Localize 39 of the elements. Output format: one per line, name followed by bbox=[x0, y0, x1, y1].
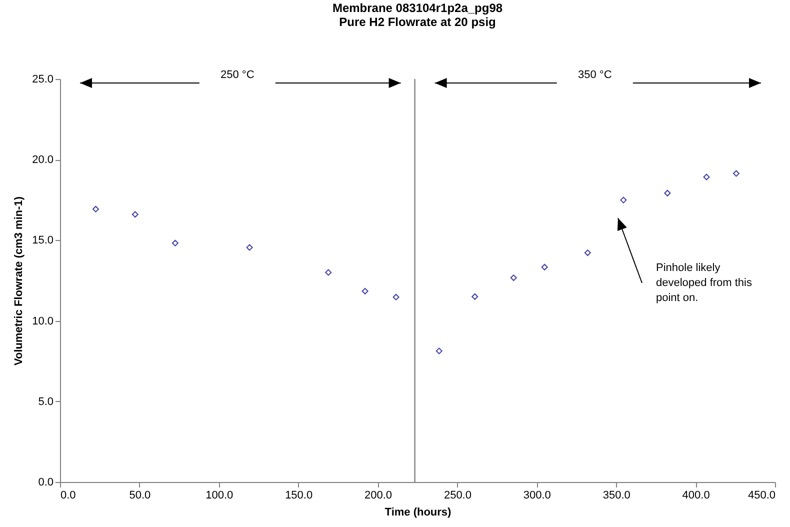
point bbox=[172, 240, 178, 246]
y-tick-label: 10.0 bbox=[32, 315, 54, 328]
x-tick-label: 450.0 bbox=[748, 490, 776, 502]
point bbox=[392, 294, 400, 300]
x-tick-label: 300.0 bbox=[523, 490, 551, 502]
point bbox=[620, 196, 627, 204]
point bbox=[703, 174, 710, 180]
y-tick-label: 0.0 bbox=[38, 476, 54, 488]
y-tick-label: 25.0 bbox=[32, 74, 54, 86]
point bbox=[664, 190, 671, 196]
x-tick-label: 0.0 bbox=[60, 490, 76, 502]
x-tick-label: 350.0 bbox=[602, 490, 630, 502]
x-axis-title: Time (hours) bbox=[384, 506, 452, 518]
point bbox=[472, 293, 478, 300]
annotation: 350 °C bbox=[578, 69, 612, 81]
point bbox=[325, 269, 332, 276]
x-tick-label: 400.0 bbox=[682, 490, 710, 502]
y-tick-label: 20.0 bbox=[32, 154, 54, 166]
chart-title: Membrane 083104r1p2a_pg98 bbox=[332, 1, 503, 15]
x-tick-label: 100.0 bbox=[206, 490, 234, 502]
chart-subtitle: Pure H2 Flowrate at 20 psig bbox=[339, 15, 496, 29]
point bbox=[732, 170, 740, 177]
x-tick-label: 200.0 bbox=[364, 490, 392, 502]
x-tick-label: 250.0 bbox=[444, 490, 472, 502]
x-tick-label: 50.0 bbox=[129, 490, 151, 502]
point bbox=[246, 244, 253, 251]
point bbox=[584, 250, 591, 256]
point bbox=[92, 206, 99, 212]
point bbox=[132, 211, 138, 218]
point bbox=[436, 348, 442, 354]
annotation: 250 °C bbox=[220, 69, 254, 81]
point bbox=[510, 274, 517, 281]
point bbox=[362, 288, 368, 294]
point bbox=[541, 264, 548, 270]
x-tick-label: 150.0 bbox=[285, 490, 313, 502]
annotation: Pinhole likely developed from this point on. bbox=[656, 262, 752, 304]
y-axis-title: Volumetric Flowrate (cm3 min-1) bbox=[13, 196, 26, 366]
y-tick-label: 5.0 bbox=[38, 396, 54, 408]
y-tick-label: 15.0 bbox=[32, 234, 54, 247]
